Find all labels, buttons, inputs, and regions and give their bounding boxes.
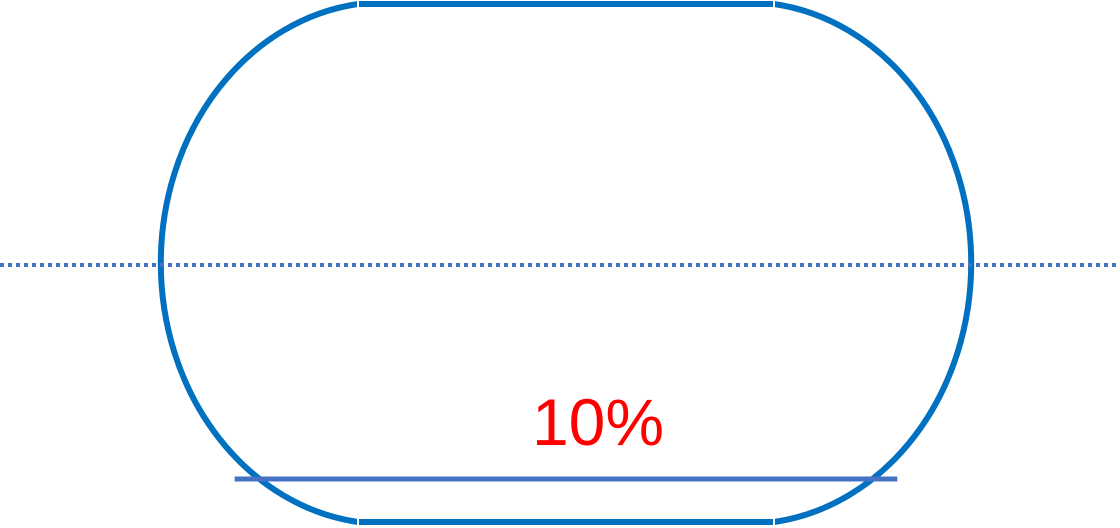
fill-percentage-label: 10%	[532, 385, 664, 459]
seam-marks	[357, 0, 775, 526]
